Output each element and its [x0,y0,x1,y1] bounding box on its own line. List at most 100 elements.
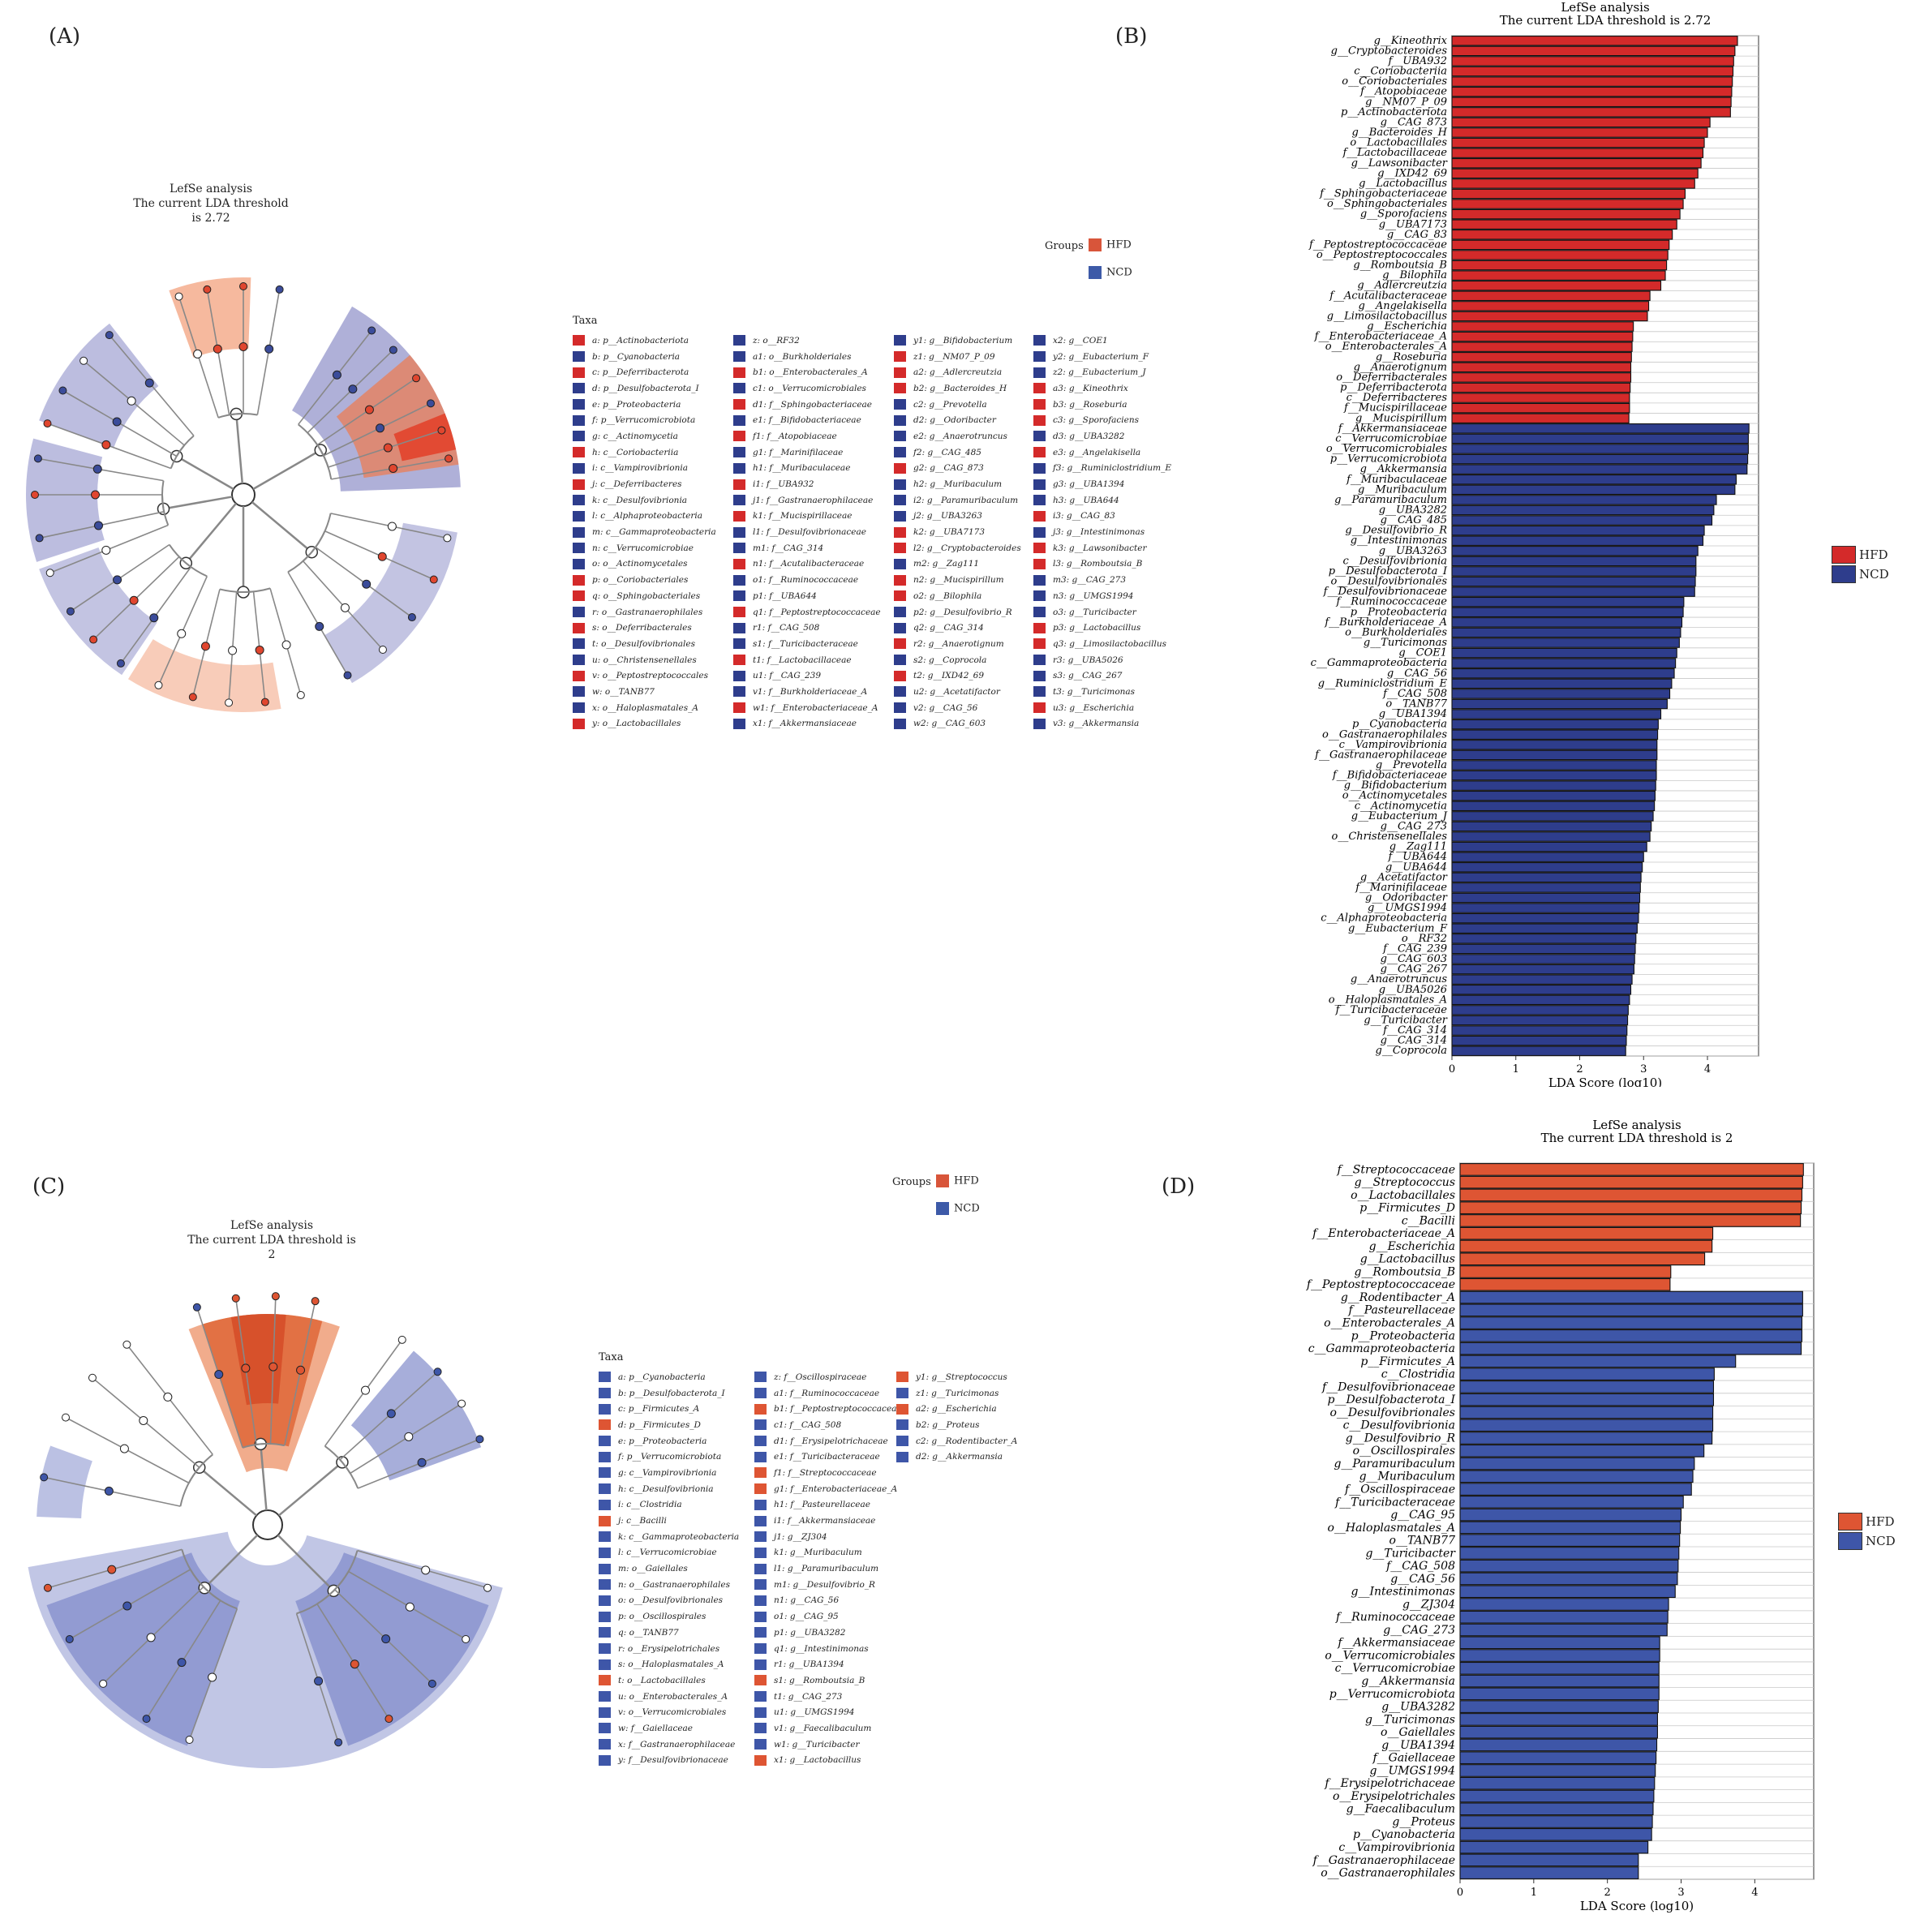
lda-legend-d-ncd: NCD [1838,1531,1896,1551]
category-label: g__CAG_485 [1381,514,1447,526]
taxa-item: e: p__Proteobacteria [599,1433,739,1449]
category-label: g__NM07_P_09 [1365,96,1447,108]
leaf-node [437,426,446,435]
lda-bar [1459,1355,1737,1368]
category-label: p__Desulfobacterota_I [1328,1393,1456,1406]
x-tick-label: 4 [1751,1887,1758,1899]
clade-node [214,1370,224,1380]
taxa-swatch [599,1419,611,1431]
taxa-swatch [573,462,585,474]
taxa-label: b: p__Desulfobacterota_I [618,1388,725,1398]
category-label: g__Zag111 [1389,841,1447,853]
branch-arc [185,562,208,577]
lda-bar [1451,994,1630,1006]
lda-bar [1459,1342,1802,1355]
lda-bar [1451,698,1668,710]
category-label: g__Escherichia [1369,1240,1455,1253]
taxa-label: a2: g__Escherichia [916,1404,997,1415]
taxa-item: l: c__Verrucomicrobiae [599,1545,739,1561]
lda-bar [1451,892,1641,904]
taxa-label: e2: g__Anaerotruncus [913,431,1007,441]
taxa-legend-c-header: Taxa [599,1351,624,1363]
taxa-label: c2: g__Rodentibacter_A [916,1436,1018,1446]
taxa-label: q: o__TANB77 [618,1627,679,1638]
taxa-item: o1: f__Ruminococcaceae [733,572,881,588]
lda-bar [1459,1610,1669,1624]
taxa-swatch [1033,431,1046,442]
lda-bar [1451,770,1657,781]
taxa-item: y1: g__Streptococcus [896,1369,1017,1385]
taxa-item: r1: g__UBA1394 [754,1656,902,1672]
taxa-item: x1: g__Lactobacillus [754,1753,902,1769]
taxa-label: v: o__Verrucomicrobiales [618,1707,727,1718]
taxa-item: y: f__Desulfovibrionaceae [599,1753,739,1769]
taxa-swatch [573,558,585,569]
taxa-item: h1: f__Muribaculaceae [733,461,881,477]
lda-bar [1451,862,1643,873]
leaf-node [445,454,453,463]
taxa-label: j1: f__Gastranaerophilaceae [753,495,874,505]
taxa-swatch [894,655,906,666]
branch-arc [204,1587,238,1610]
category-label: p__Cyanobacteria [1352,719,1447,731]
clade-highlight [39,323,159,448]
lda-bar [1451,393,1630,403]
taxa-label: j: c__Deferribacteres [592,479,682,490]
taxa-label: c1: f__CAG_508 [774,1419,842,1430]
lda-bar [1451,433,1749,444]
category-label: c__Verrucomicrobiae [1335,432,1447,444]
taxa-item: u: o__Christensenellales [573,652,716,668]
category-label: o__Deferribacterales [1336,371,1447,384]
taxa-label: r2: g__Anaerotignum [913,638,1004,649]
category-label: f__Turicibacteraceae [1334,1496,1455,1509]
taxa-item: m1: g__Desulfovibrio_R [754,1577,902,1593]
lda-bar [1451,903,1640,913]
category-label: f__Bifidobacteriaceae [1332,770,1447,782]
taxa-label: h: c__Desulfovibrionia [618,1483,714,1494]
taxa-swatch [573,447,585,458]
taxa-item: r1: f__CAG_508 [733,620,881,636]
category-label: f__CAG_239 [1382,942,1447,955]
clade-node [264,344,274,354]
taxa-label: n: o__Gastranaerophilales [618,1579,730,1590]
taxa-swatch [573,686,585,698]
leaf-node [384,1715,393,1724]
lda-bar [1459,1470,1694,1483]
taxa-item: d1: f__Sphingobacteriaceae [733,397,881,413]
leaf-node [443,534,452,543]
taxa-item: j1: g__ZJ304 [754,1529,902,1545]
lda-bar [1459,1623,1668,1637]
taxa-swatch [894,702,906,714]
taxa-label: d3: g__UBA3282 [1053,431,1125,441]
lda-bar [1451,1015,1629,1026]
taxa-swatch [573,399,585,410]
lda-bar [1451,780,1656,791]
ncd-swatch [1838,1532,1862,1550]
taxa-swatch [599,1499,611,1510]
leaf-node [271,1292,280,1301]
taxa-label: e: p__Proteobacteria [618,1436,707,1446]
taxa-item: s3: g__CAG_267 [1033,668,1171,684]
taxa-swatch [599,1563,611,1574]
branch-arc [198,1453,213,1468]
taxa-item: n: o__Gastranaerophilales [599,1577,739,1593]
leaf-node [40,1473,49,1482]
lda-bar [1451,137,1705,148]
lda-bar [1459,1674,1660,1688]
taxa-label: t1: f__Lactobacillaceae [753,655,852,665]
category-label: f__Mucispirillaceae [1343,402,1447,414]
lda-bar [1451,423,1750,434]
leaf-node [89,635,98,644]
taxa-item: l2: g__Cryptobacteroides [894,540,1021,556]
x-axis-label: LDA Score (log10) [1548,1075,1662,1087]
taxa-swatch [599,1627,611,1638]
lda-bar [1451,270,1666,281]
lda-bar [1451,36,1738,46]
clade-node [405,1602,414,1612]
category-label: f__Peptostreptococcaceae [1308,238,1447,251]
lda-bar [1451,1035,1627,1046]
taxa-label: o2: g__Bilophila [913,590,982,601]
category-label: o__Verrucomicrobiales [1325,1649,1455,1662]
taxa-label: v2: g__CAG_56 [913,702,978,713]
taxa-item: t: o__Lactobacillales [599,1672,739,1689]
